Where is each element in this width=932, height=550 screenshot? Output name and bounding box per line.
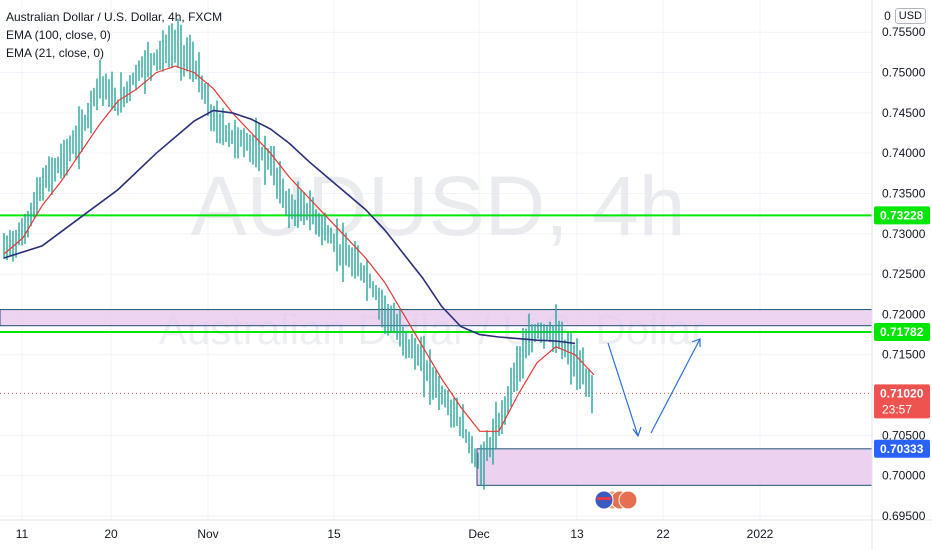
currency-button[interactable]: USD [894, 8, 926, 24]
price-tag-current-bg [874, 384, 930, 419]
y-tick-label: 0.72000 [882, 307, 926, 321]
arrow-up-head [691, 338, 701, 347]
price-tag-current-countdown: 23:57 [882, 402, 912, 416]
ema100-line [3, 109, 576, 345]
x-tick-label: 2022 [747, 527, 774, 541]
price-tag-green-upper: 0.73228 [880, 208, 924, 222]
y-tick-label: 0.72500 [882, 267, 926, 281]
x-tick-label: 11 [16, 527, 29, 541]
x-tick-label: 20 [104, 527, 118, 541]
price-scale-zero: 0 [884, 9, 891, 23]
price-tag-current: 0.71020 [880, 386, 924, 400]
x-tick-label: 15 [327, 527, 341, 541]
ema21-legend[interactable]: EMA (21, close, 0) [6, 46, 105, 60]
y-tick-label: 0.75500 [882, 25, 926, 39]
y-tick-label: 0.73500 [882, 186, 926, 200]
price-tag-demand-bg [874, 439, 930, 458]
arrow-down-head [632, 426, 642, 438]
arrow-up-path [650, 338, 701, 434]
price-tag-green-lower: 0.71782 [880, 325, 924, 339]
y-tick-label: 0.70500 [882, 428, 926, 442]
event-marker-icon [618, 490, 638, 510]
price-scale-bg [872, 0, 932, 520]
watermark-ticker: AUDUSD, 4h [191, 159, 686, 253]
y-tick-label: 0.69500 [882, 509, 926, 523]
y-tick-label: 0.70000 [882, 469, 926, 483]
chart-legend: Australian Dollar / U.S. Dollar, 4h, FXC… [6, 8, 222, 62]
arrow-down-path [607, 342, 639, 437]
ema100-legend[interactable]: EMA (100, close, 0) [6, 28, 111, 42]
price-scale-header: 0 USD [884, 8, 926, 24]
price-tag-green-lower-bg [874, 322, 930, 341]
projection-arrows [607, 338, 701, 438]
y-tick-label: 0.74500 [882, 106, 926, 120]
x-tick-label: Dec [468, 527, 489, 541]
symbol-title[interactable]: Australian Dollar / U.S. Dollar, 4h, FXC… [6, 10, 223, 24]
event-markers-icon [594, 490, 638, 510]
price-tag-green-upper-bg [874, 206, 930, 225]
supply-zone [0, 309, 873, 327]
y-tick-label: 0.73000 [882, 227, 926, 241]
ema21-line [3, 65, 595, 432]
y-tick-label: 0.71500 [882, 348, 926, 362]
y-tick-label: 0.74000 [882, 146, 926, 160]
x-tick-label: 22 [656, 527, 670, 541]
y-tick-label: 0.75000 [882, 66, 926, 80]
us-flag-stripe [597, 497, 611, 500]
demand-zone [476, 448, 873, 486]
price-tag-demand: 0.70333 [880, 442, 924, 456]
x-tick-label: Nov [197, 527, 218, 541]
x-tick-label: 13 [570, 527, 584, 541]
